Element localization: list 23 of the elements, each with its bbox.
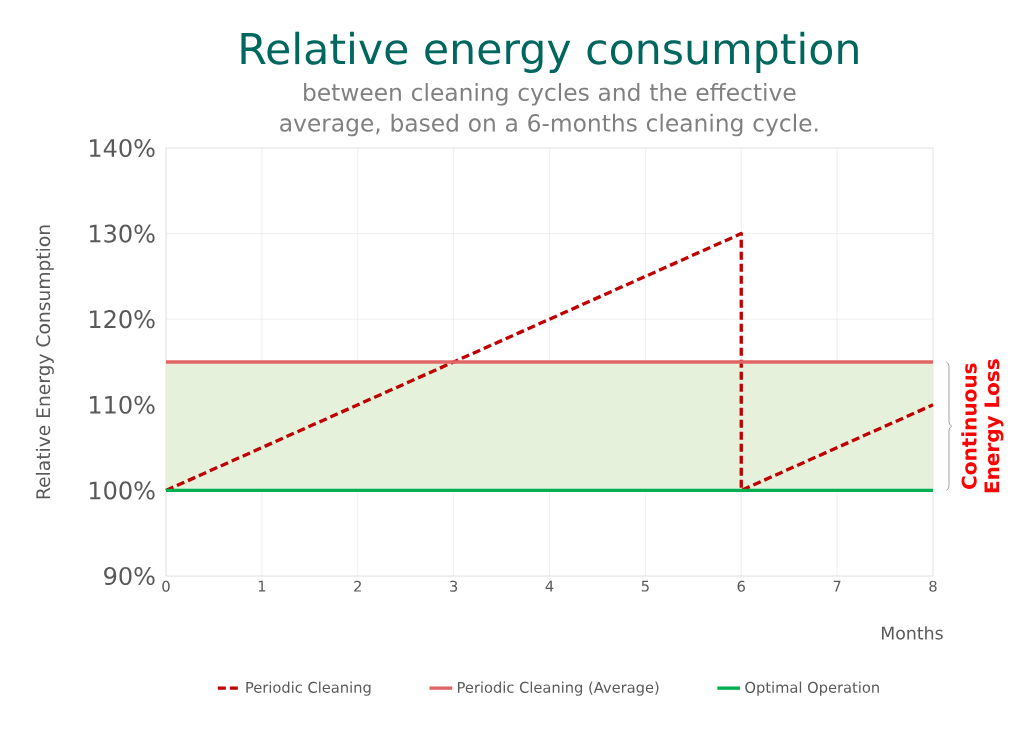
x-tick-label: 3 [450, 580, 458, 592]
legend-label: Optimal Operation [745, 681, 879, 696]
x-tick-label: 8 [929, 580, 937, 592]
x-tick-label: 6 [737, 580, 745, 592]
legend-label: Periodic Cleaning (Average) [457, 681, 659, 696]
x-axis-title: Months [881, 626, 943, 640]
legend-label: Periodic Cleaning [246, 681, 371, 696]
chart-title: Relative energy consumption [241, 31, 858, 73]
y-tick-label: 90% [104, 566, 155, 586]
x-tick-label: 4 [545, 580, 554, 592]
y-tick-label: 120% [89, 310, 155, 329]
x-tick-label: 7 [833, 580, 841, 592]
x-tick-label: 5 [641, 580, 649, 592]
x-tick-label: 1 [258, 580, 266, 592]
y-tick-label: 110% [89, 395, 155, 414]
band-label: Continuous Energy Loss [961, 359, 1004, 493]
x-tick-label: 2 [354, 580, 361, 592]
chart-subtitle: between cleaning cycles and the effective average, based on a 6-months cleaning cycle. [280, 83, 818, 137]
y-axis-title: Relative Energy Consumption [35, 225, 54, 499]
x-tick-label: 0 [162, 580, 170, 592]
y-tick-label: 140% [89, 138, 155, 158]
y-tick-label: 130% [89, 224, 155, 243]
y-tick-label: 100% [89, 481, 155, 500]
